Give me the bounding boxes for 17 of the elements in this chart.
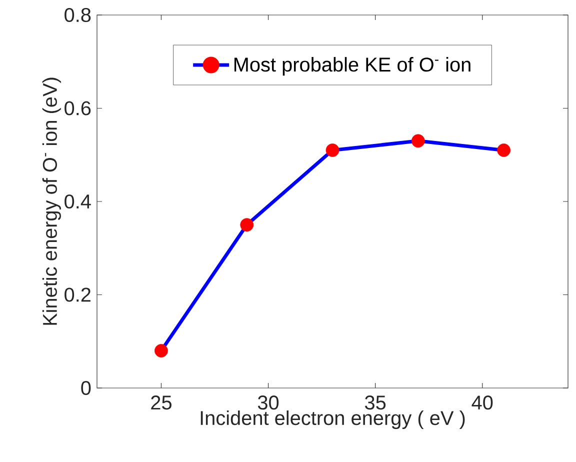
point [154, 344, 168, 358]
y-axis-title: Kinetic energy of O$^{-}$ ion (eV) [42, 78, 61, 325]
x-tick-label: 25 [151, 396, 172, 410]
legend-label: Most probable KE of O$^{-}$ ion [234, 57, 470, 76]
y-tick-label: 0 [81, 380, 91, 396]
y-tick-label: 0.8 [64, 8, 91, 22]
x-tick-label: 35 [365, 396, 386, 410]
point [411, 134, 425, 148]
y-tick-label: 0.4 [64, 194, 91, 209]
y-tick-label: 0.6 [64, 101, 91, 116]
point [240, 218, 254, 232]
x-tick-label: 40 [472, 396, 493, 410]
point [497, 144, 510, 157]
x-axis-title: Incident electron energy ( eV ) [200, 410, 465, 430]
x-tick-label: 30 [258, 396, 279, 410]
y-tick-label: 0.2 [64, 288, 90, 302]
point [326, 144, 340, 157]
